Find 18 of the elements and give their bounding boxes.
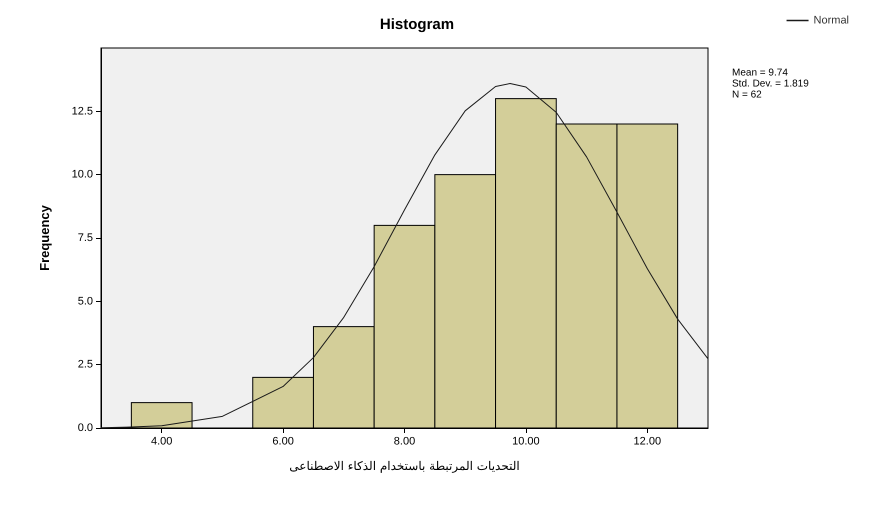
y-tick-label: 2.5 bbox=[78, 358, 93, 371]
x-tick-label: 12.00 bbox=[634, 436, 662, 448]
y-tick-label: 0.0 bbox=[78, 422, 93, 434]
y-axis-title: Frequency bbox=[37, 204, 52, 271]
x-tick-label: 6.00 bbox=[272, 436, 294, 448]
x-tick-label: 10.00 bbox=[512, 436, 540, 448]
text: Std. Dev. = 1.819 bbox=[732, 78, 810, 90]
x-tick-label: 4.00 bbox=[150, 436, 172, 448]
chart-title: Histogram bbox=[380, 16, 454, 33]
y-tick-label: 12.5 bbox=[72, 105, 93, 118]
legend-label: Normal bbox=[814, 14, 850, 26]
y-tick-label: 10.0 bbox=[72, 168, 93, 181]
x-tick-label: 8.00 bbox=[394, 436, 416, 448]
x-axis-title: التحديات المرتبطة باستخدام الذكاء الاصطناعى bbox=[289, 459, 520, 473]
text: N = 62 bbox=[732, 90, 762, 100]
text: Mean = 9.74 bbox=[732, 68, 788, 78]
y-tick-label: 7.5 bbox=[78, 232, 93, 244]
y-tick-label: 5.0 bbox=[78, 295, 93, 308]
